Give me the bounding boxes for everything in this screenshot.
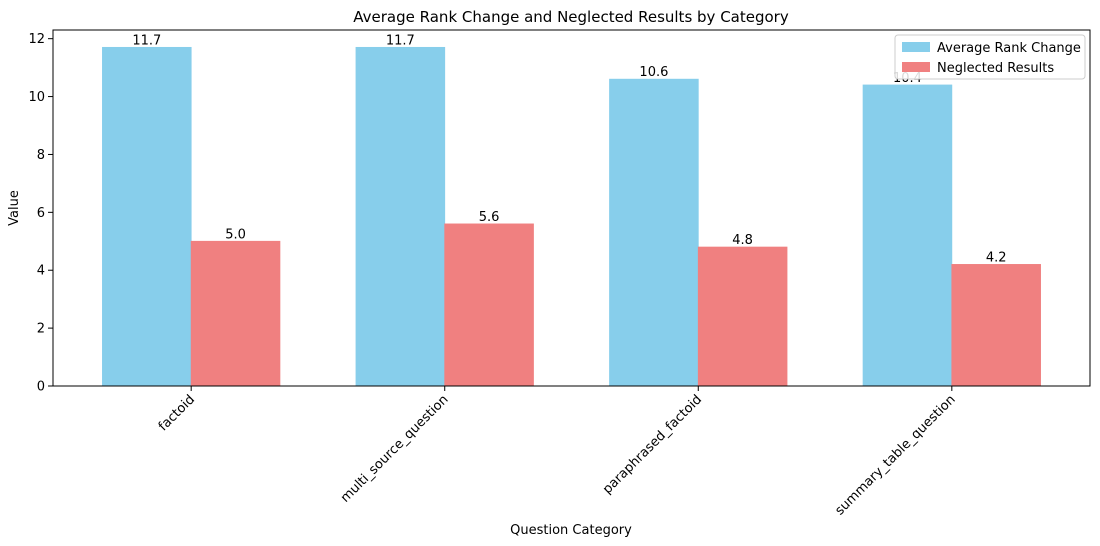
x-tick-label-factoid: factoid — [156, 392, 198, 434]
y-tick-label: 10 — [28, 90, 45, 105]
y-axis-label: Value — [7, 190, 22, 226]
chart-title: Average Rank Change and Neglected Result… — [353, 8, 789, 26]
y-tick-label: 8 — [37, 148, 45, 163]
data-label-neglected-results-factoid: 5.0 — [225, 227, 246, 242]
data-label-neglected-results-paraphrased-factoid: 4.8 — [732, 233, 753, 248]
data-label-neglected-results-summary-table-question: 4.2 — [986, 250, 1007, 265]
y-tick-label: 0 — [37, 380, 45, 395]
bar-average-rank-change-multi-source-question — [355, 46, 446, 387]
bar-neglected-results-paraphrased-factoid — [697, 246, 788, 387]
legend-swatch-average-rank-change — [902, 42, 930, 52]
y-tick-label: 2 — [37, 322, 45, 337]
legend: Average Rank Change Neglected Results — [894, 34, 1086, 80]
x-axis-label: Question Category — [510, 523, 632, 538]
bars-layer — [102, 46, 1041, 387]
data-label-neglected-results-multi-source-question: 5.6 — [479, 210, 500, 225]
y-tick-label: 4 — [37, 264, 45, 279]
bar-neglected-results-factoid — [190, 240, 281, 387]
data-label-average-rank-change-paraphrased-factoid: 10.6 — [639, 65, 668, 80]
legend-label-neglected-results: Neglected Results — [937, 61, 1054, 76]
y-tick-label: 12 — [28, 32, 45, 47]
bar-average-rank-change-factoid — [102, 46, 192, 387]
y-tick-label: 6 — [37, 206, 45, 221]
x-tick-label-multi-source-question: multi_source_question — [338, 392, 452, 506]
plot-frame — [52, 29, 1091, 387]
x-tick-label-summary-table-question: summary_table_question — [832, 392, 958, 518]
bar-neglected-results-multi-source-question — [444, 223, 534, 387]
legend-label-average-rank-change: Average Rank Change — [937, 41, 1081, 56]
bar-average-rank-change-paraphrased-factoid — [609, 78, 699, 387]
bar-average-rank-change-summary-table-question — [862, 84, 953, 387]
legend-box — [894, 34, 1086, 80]
legend-swatch-neglected-results — [902, 62, 930, 72]
x-tick-label-paraphrased-factoid: paraphrased_factoid — [600, 392, 705, 497]
bar-neglected-results-summary-table-question — [951, 264, 1041, 387]
data-label-average-rank-change-factoid: 11.7 — [132, 33, 161, 48]
data-label-average-rank-change-multi-source-question: 11.7 — [386, 33, 415, 48]
